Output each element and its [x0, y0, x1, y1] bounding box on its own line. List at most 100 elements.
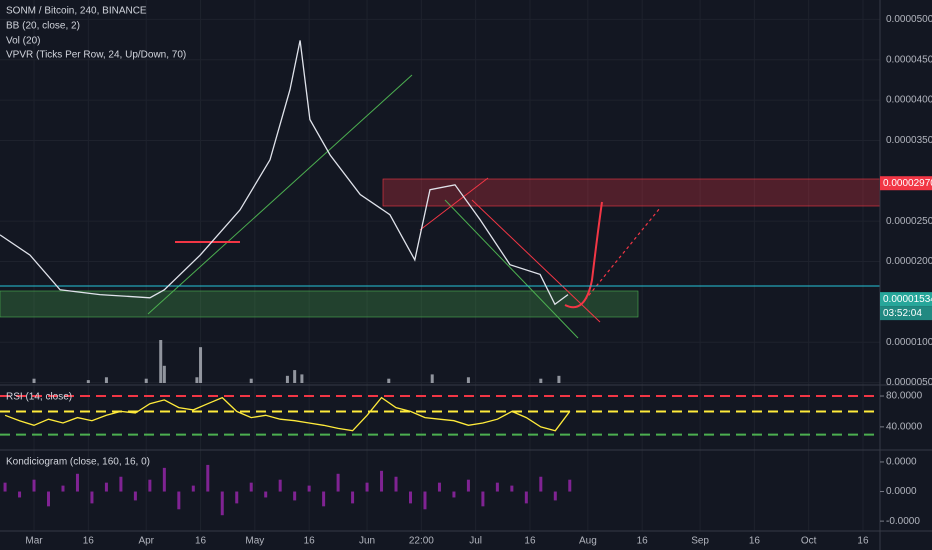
bar [481, 491, 485, 507]
trend-line [471, 199, 601, 323]
x-tick-label: May [245, 536, 264, 547]
x-tick-label: Mar [25, 536, 43, 547]
bar [18, 491, 22, 498]
y-tick-label: 0.0000 [886, 486, 917, 497]
bar [539, 378, 543, 383]
x-tick-label: 16 [637, 536, 649, 547]
x-tick-label: Aug [579, 536, 597, 547]
bar [47, 491, 51, 507]
pane-title: RSI (14, close) [6, 392, 72, 403]
bar [249, 378, 253, 383]
bar [387, 378, 391, 383]
bar [220, 491, 224, 516]
bar [300, 374, 304, 383]
bar [191, 485, 195, 492]
indicator-label: BB (20, close, 2) [6, 21, 80, 32]
indicator-label: Vol (20) [6, 36, 40, 47]
bar [235, 491, 239, 504]
x-tick-label: 16 [749, 536, 761, 547]
x-tick-label: 16 [304, 536, 316, 547]
x-tick-label: 16 [857, 536, 869, 547]
price-line [4, 396, 571, 432]
bar [206, 464, 210, 492]
bar [394, 476, 398, 492]
x-tick-label: Apr [138, 536, 154, 547]
bar [437, 482, 441, 492]
price-label-box [880, 176, 932, 191]
bar [510, 485, 514, 492]
chart-title: SONM / Bitcoin, 240, BINANCE [6, 6, 147, 17]
bar [568, 479, 572, 492]
bar [264, 491, 268, 498]
bar [408, 491, 412, 504]
bar [336, 473, 340, 492]
bar [3, 482, 7, 492]
bar [104, 482, 108, 492]
bar [524, 491, 528, 504]
bar [278, 479, 282, 492]
bar [423, 491, 427, 510]
x-tick-label: Jul [469, 536, 482, 547]
price-label: 0.00001534 [883, 294, 932, 305]
x-tick-label: 16 [195, 536, 207, 547]
x-tick-label: 22:00 [409, 536, 434, 547]
countdown-box [880, 306, 932, 321]
bar [539, 476, 543, 492]
trend-line [444, 199, 579, 339]
x-tick-label: Jun [359, 536, 375, 547]
bar [199, 347, 203, 383]
bar [162, 467, 166, 492]
bar [293, 370, 297, 383]
y-tick-label: 0.00005000 [886, 14, 932, 25]
y-tick-label: 40.0000 [886, 422, 923, 433]
bar [86, 380, 90, 383]
x-tick-label: 16 [83, 536, 95, 547]
bar [133, 491, 137, 501]
price-line [0, 40, 569, 306]
bar [148, 479, 152, 492]
projection [584, 207, 661, 301]
bar [119, 476, 123, 492]
bar [61, 485, 65, 492]
y-tick-label: 0.0000 [886, 457, 917, 468]
bar [195, 377, 199, 383]
grid [0, 0, 880, 531]
bar [285, 375, 289, 383]
bar [430, 374, 434, 383]
bar [557, 375, 561, 383]
resistance-zone [382, 178, 881, 207]
pane-title: Kondiciogram (close, 160, 16, 0) [6, 457, 150, 468]
bar [90, 491, 94, 504]
bar [249, 482, 253, 492]
bar [380, 470, 384, 492]
bar [162, 365, 166, 383]
x-tick-label: Sep [691, 536, 709, 547]
bar [452, 491, 456, 498]
support-zone [0, 290, 639, 318]
bar [307, 485, 311, 492]
bar [351, 491, 355, 504]
indicator-label: VPVR (Ticks Per Row, 24, Up/Down, 70) [6, 50, 186, 61]
projection [564, 201, 603, 309]
trend-line [419, 177, 489, 231]
price-label: 0.00002970 [883, 178, 932, 189]
bar [32, 479, 36, 492]
bar [466, 377, 470, 383]
countdown: 03:52:04 [883, 308, 922, 319]
bar [32, 378, 36, 383]
bar [466, 479, 470, 492]
bar [177, 491, 181, 510]
bar [75, 473, 79, 492]
x-tick-label: Oct [801, 536, 817, 547]
bar [365, 482, 369, 492]
bar [293, 491, 297, 501]
